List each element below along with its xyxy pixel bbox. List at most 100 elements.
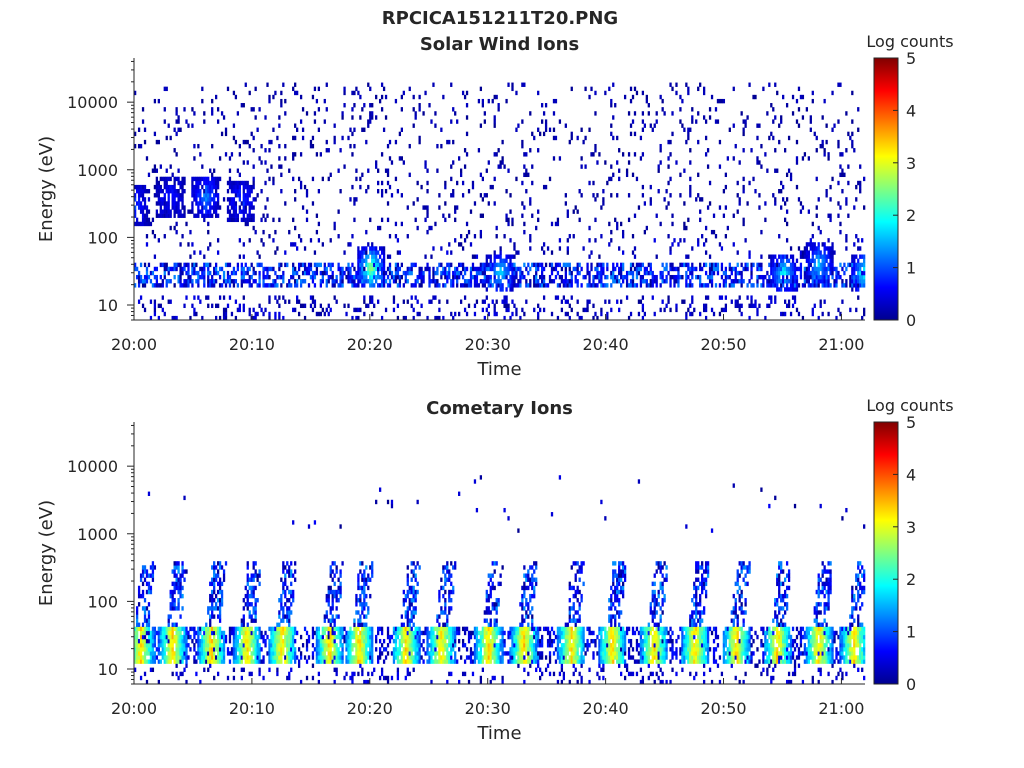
spectrogram-cell [720,266,724,272]
spectrogram-cell [250,189,253,194]
spectrogram-cell [645,270,648,276]
spectrogram-cell [675,279,678,284]
spectrogram-cell [643,266,646,272]
spectrogram-cell [851,119,854,124]
spectrogram-cell [345,634,348,640]
spectrogram-cell [155,630,159,636]
spectrogram-cell [213,569,216,574]
spectrogram-cell [772,254,775,259]
spectrogram-cell [359,184,362,190]
spectrogram-cell [139,643,143,648]
spectrogram-cell [768,303,771,309]
spectrogram-cell [280,98,283,104]
spectrogram-cell [377,250,380,255]
spectrogram-cell [776,90,779,96]
spectrogram-cell [633,86,637,92]
spectrogram-cell [416,274,419,280]
spectrogram-cell [288,626,291,632]
spectrogram-cell [612,279,615,284]
spectrogram-cell [163,234,166,239]
spectrogram-cell [234,205,238,210]
spectrogram-cell [795,139,799,145]
spectrogram-cell [280,103,283,108]
spectrogram-cell [339,585,342,591]
spectrogram-cell [821,242,824,247]
spectrogram-cell [815,246,818,251]
spectrogram-cell [234,659,238,664]
spectrogram-cell [809,115,812,120]
spectrogram-cell [234,315,238,321]
spectrogram-cell [801,283,805,288]
spectrogram-cell [357,638,360,644]
spectrogram-cell [319,634,322,640]
spectrogram-cell [633,131,637,137]
spectrogram-cell [505,258,508,263]
spectrogram-cell [329,651,332,656]
spectrogram-cell [716,270,720,276]
spectrogram-cell [179,213,182,218]
spectrogram-cell [268,94,271,100]
spectrogram-cell [155,283,159,288]
spectrogram-cell [341,270,344,276]
spectrogram-cell [590,262,593,268]
spectrogram-cell [207,180,210,186]
spectrogram-cell [286,585,289,591]
spectrogram-cell [438,299,441,304]
spectrogram-cell [827,152,830,157]
spectrogram-cell [331,577,334,582]
spectrogram-cell [691,274,694,280]
spectrogram-cell [849,262,852,268]
spectrogram-cell [224,311,228,317]
spectrogram-cell [584,86,587,92]
spectrogram-cell [256,250,259,255]
spectrogram-cell [537,262,540,268]
spectrogram-cell [438,283,441,288]
spectrogram-cell [367,168,370,173]
spectrogram-cell [791,94,795,100]
spectrogram-cell [394,234,398,239]
spectrogram-cell [813,283,816,288]
spectrogram-cell [497,254,500,259]
spectrogram-cell [290,667,293,673]
spectrogram-cell [819,250,822,255]
spectrogram-cell [371,295,374,300]
spectrogram-cell [226,197,230,202]
spectrogram-cell [137,589,141,595]
spectrogram-cell [382,279,386,284]
spectrogram-cell [232,626,236,632]
spectrogram-cell [673,238,676,243]
spectrogram-cell [493,270,496,276]
spectrogram-cell [284,638,287,644]
spectrogram-cell [459,168,463,173]
spectrogram-cell [748,180,751,186]
spectrogram-cell [197,180,200,186]
spectrogram-cell [505,266,508,272]
spectrogram-cell [305,266,309,272]
spectrogram-cell [167,209,170,214]
spectrogram-cell [388,270,392,276]
spectrogram-cell [811,283,814,288]
spectrogram-cell [351,131,354,137]
spectrogram-cell [163,638,166,644]
spectrogram-cell [325,139,328,145]
spectrogram-cell [667,299,670,304]
spectrogram-cell [406,234,409,239]
spectrogram-cell [317,626,321,632]
spectrogram-cell [829,246,832,251]
spectrogram-cell [744,238,747,243]
spectrogram-cell [299,655,303,660]
spectrogram-cell [493,311,496,317]
spectrogram-cell [521,180,524,186]
spectrogram-cell [704,283,708,288]
spectrogram-cell [161,176,164,182]
spectrogram-cell [827,279,830,284]
spectrogram-cell [163,201,166,206]
spectrogram-cell [691,283,694,288]
spectrogram-cell [442,270,445,276]
spectrogram-cell [252,184,255,190]
spectrogram-cell [744,266,747,272]
spectrogram-cell [347,262,350,268]
spectrogram-cell [234,634,238,640]
spectrogram-cell [367,626,370,632]
spectrogram-cell [329,626,332,632]
